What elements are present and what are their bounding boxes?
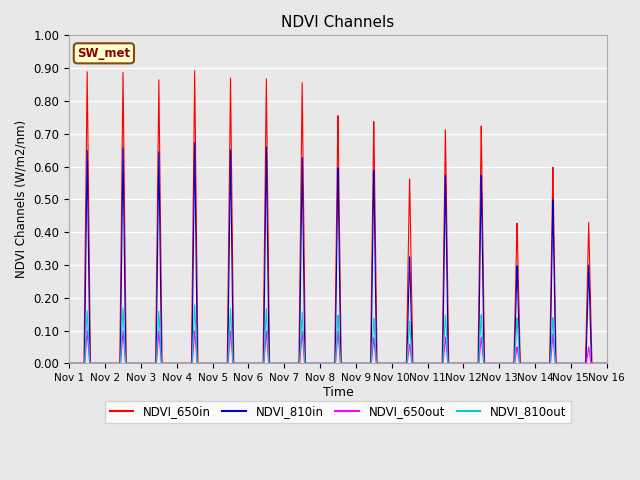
Legend: NDVI_650in, NDVI_810in, NDVI_650out, NDVI_810out: NDVI_650in, NDVI_810in, NDVI_650out, NDV…: [105, 401, 571, 423]
Y-axis label: NDVI Channels (W/m2/nm): NDVI Channels (W/m2/nm): [15, 120, 28, 278]
Title: NDVI Channels: NDVI Channels: [282, 15, 395, 30]
X-axis label: Time: Time: [323, 386, 353, 399]
Text: SW_met: SW_met: [77, 47, 131, 60]
